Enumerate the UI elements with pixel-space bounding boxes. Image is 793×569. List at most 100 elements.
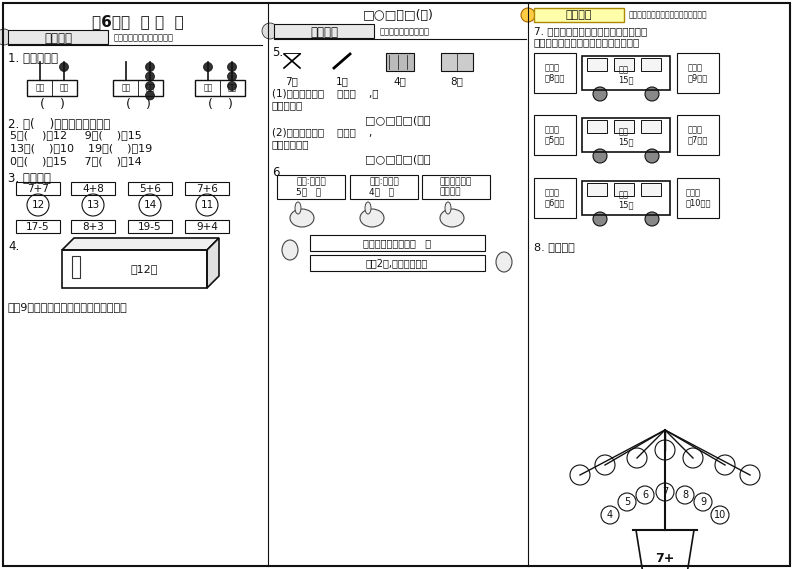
Text: 共12瓶: 共12瓶	[130, 264, 158, 274]
Ellipse shape	[360, 209, 384, 227]
Bar	[350, 175, 418, 199]
Text: 7+: 7+	[655, 551, 675, 564]
Text: 7: 7	[662, 487, 668, 497]
Bar	[310, 235, 485, 251]
Circle shape	[645, 87, 659, 101]
Text: 哪两个小组坐一辆车最合适，连一连。: 哪两个小组坐一辆车最合适，连一连。	[534, 37, 640, 47]
Circle shape	[0, 29, 12, 45]
Text: 4元: 4元	[393, 76, 407, 86]
Text: 14: 14	[144, 200, 157, 210]
Bar	[441, 53, 473, 71]
Text: 2. 在(    )里填上合适的数。: 2. 在( )里填上合适的数。	[8, 118, 110, 131]
Bar	[71, 182, 115, 195]
Circle shape	[715, 455, 735, 475]
Bar	[614, 183, 634, 196]
Bar	[185, 182, 229, 195]
Circle shape	[618, 493, 636, 511]
Text: 17-5: 17-5	[26, 222, 50, 232]
Text: 13: 13	[86, 200, 100, 210]
Circle shape	[262, 23, 278, 39]
Bar	[27, 80, 77, 96]
Text: 综合提升: 综合提升	[310, 26, 338, 39]
Text: (2)如果想买一个    和一本    ,: (2)如果想买一个 和一本 ,	[272, 127, 372, 137]
Circle shape	[570, 465, 590, 485]
Bar	[71, 220, 115, 233]
Circle shape	[145, 81, 155, 90]
Text: 限乘
15人: 限乘 15人	[619, 190, 634, 210]
Bar	[128, 182, 172, 195]
Text: 限乘
15人: 限乘 15人	[619, 127, 634, 147]
Circle shape	[593, 87, 607, 101]
Text: 体育小
组10人。: 体育小 组10人。	[685, 188, 711, 208]
Text: 6.: 6.	[272, 166, 283, 179]
Text: 白兔:我摘了
4个   。: 白兔:我摘了 4个 。	[369, 178, 399, 197]
Bar	[582, 181, 670, 215]
Circle shape	[593, 149, 607, 163]
Circle shape	[601, 506, 619, 524]
Text: □○□＝□(元）: □○□＝□(元）	[366, 115, 431, 125]
Bar	[614, 120, 634, 133]
Text: (1)如果想买一支    和一本    ,需: (1)如果想买一支 和一本 ,需	[272, 88, 378, 98]
Text: 13－(    )＝10    19－(    )＝19: 13－( )＝10 19－( )＝19	[10, 143, 152, 153]
Text: (: (	[125, 97, 130, 110]
Bar	[8, 30, 108, 44]
Text: 第6课时  练 习  三: 第6课时 练 习 三	[92, 14, 184, 30]
Circle shape	[656, 483, 674, 501]
Bar	[534, 8, 624, 22]
Circle shape	[593, 212, 607, 226]
Text: 十位: 十位	[203, 84, 213, 93]
Text: 书法小
组5人。: 书法小 组5人。	[545, 125, 565, 145]
Text: 快乐拓展: 快乐拓展	[565, 10, 592, 20]
Text: 举一反三，应用创新，方能一显身手！: 举一反三，应用创新，方能一显身手！	[629, 10, 707, 19]
Text: 重点难点，一网打尽。: 重点难点，一网打尽。	[380, 27, 430, 36]
Bar	[677, 115, 719, 155]
Bar	[587, 120, 607, 133]
Text: 6: 6	[642, 490, 648, 500]
Circle shape	[627, 448, 647, 468]
Text: 科技小
组7人。: 科技小 组7人。	[688, 125, 708, 145]
Text: 限乘
15人: 限乘 15人	[619, 65, 634, 85]
Text: 10: 10	[714, 510, 726, 520]
Text: 5.: 5.	[272, 46, 283, 59]
Text: 个位: 个位	[228, 84, 236, 93]
Text: 我和灰兔摘的
一样多。: 我和灰兔摘的 一样多。	[440, 178, 472, 197]
Text: 需要多少元？: 需要多少元？	[272, 139, 309, 149]
Bar	[677, 53, 719, 93]
Text: 0＋(    )＝15     7＋(    )＝14: 0＋( )＝15 7＋( )＝14	[10, 156, 142, 166]
Bar	[587, 183, 607, 196]
Circle shape	[683, 448, 703, 468]
Text: 吃了2个,还剩多少个？: 吃了2个,还剩多少个？	[366, 258, 428, 268]
Ellipse shape	[496, 252, 512, 272]
Text: 绘画小
组6人。: 绘画小 组6人。	[545, 188, 565, 208]
Text: □○□＝□(瓶): □○□＝□(瓶)	[362, 9, 434, 22]
Circle shape	[711, 506, 729, 524]
Circle shape	[595, 455, 615, 475]
Circle shape	[645, 149, 659, 163]
Circle shape	[145, 63, 155, 72]
Text: 4: 4	[607, 510, 613, 520]
Text: 8. 填一填。: 8. 填一填。	[534, 242, 575, 252]
Text: 3. 我会连。: 3. 我会连。	[8, 172, 51, 185]
Text: 7. 学校组织兴趣小组演出，请你想一想: 7. 学校组织兴趣小组演出，请你想一想	[534, 26, 647, 36]
Text: 5+6: 5+6	[139, 184, 161, 194]
Bar	[422, 175, 490, 199]
Text: 个位: 个位	[145, 84, 155, 93]
Text: 8: 8	[682, 490, 688, 500]
Circle shape	[228, 81, 236, 90]
Bar	[113, 80, 163, 96]
Text: 要多少元？: 要多少元？	[272, 100, 303, 110]
Text: 5＋(    )＝12     9＋(    )＝15: 5＋( )＝12 9＋( )＝15	[10, 130, 142, 140]
Text: (: (	[40, 97, 44, 110]
Circle shape	[676, 486, 694, 504]
Text: 11: 11	[201, 200, 213, 210]
Text: 4.: 4.	[8, 240, 19, 253]
Text: 1. 看图写数。: 1. 看图写数。	[8, 52, 58, 65]
Text: 个位: 个位	[59, 84, 69, 93]
Text: (: (	[208, 97, 213, 110]
Text: 12: 12	[32, 200, 44, 210]
Bar	[534, 115, 576, 155]
Ellipse shape	[282, 240, 298, 260]
Bar	[641, 58, 661, 71]
Text: 发给9个小朋友每人一瓶，还剩多少瓶？: 发给9个小朋友每人一瓶，还剩多少瓶？	[8, 302, 128, 312]
Circle shape	[740, 465, 760, 485]
